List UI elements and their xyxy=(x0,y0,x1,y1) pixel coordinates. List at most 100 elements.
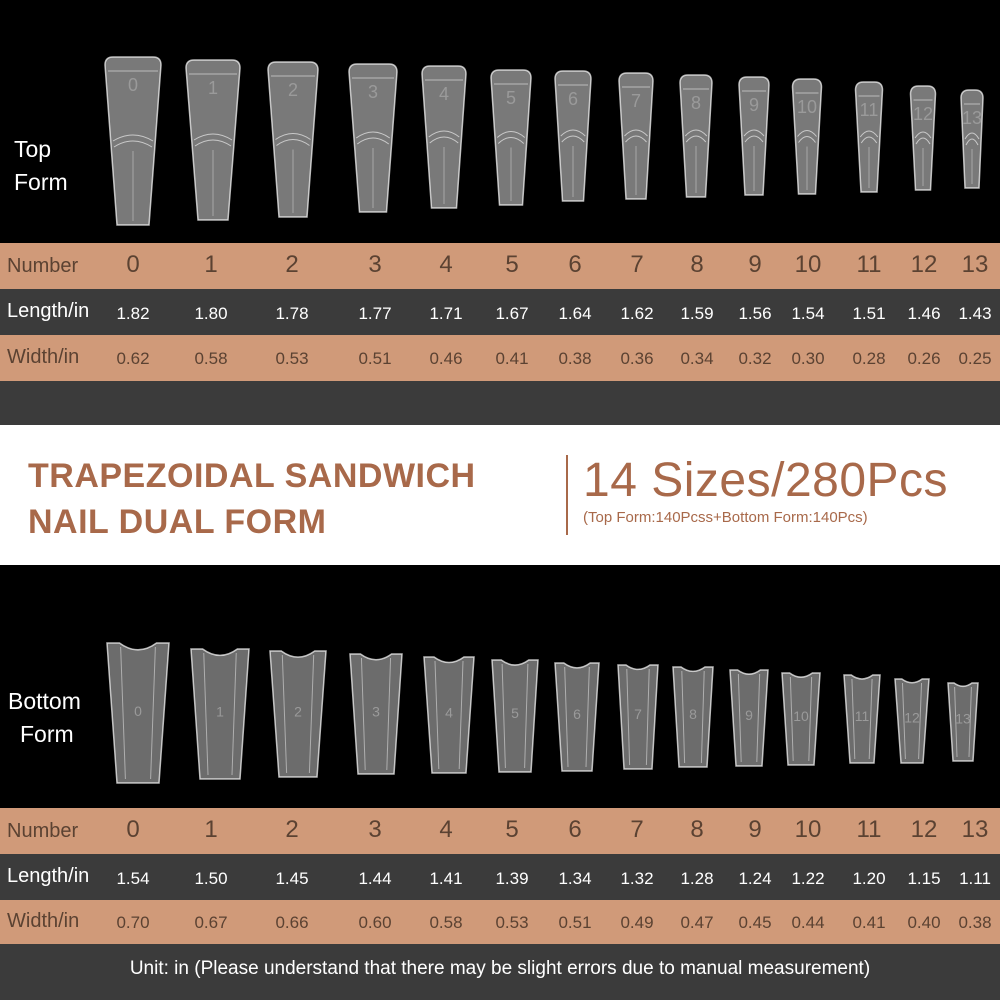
top-nail-tip-8: 8 xyxy=(679,74,713,198)
bottom-width-row: Width/in 0.70 0.67 0.66 0.60 0.58 0.53 0.51 0.4… xyxy=(0,900,1000,944)
top-number-row: Number 0 1 2 3 4 5 6 7 8 9 10 11 12 13 xyxy=(0,243,1000,289)
top-size-number-2: 2 xyxy=(285,251,299,278)
bottom-nail-tip-13: 13 xyxy=(947,682,979,762)
bottom-length-value-13: 1.11 xyxy=(959,869,991,888)
bottom-nail-tip-4: 4 xyxy=(423,656,475,774)
svg-text:8: 8 xyxy=(691,93,701,113)
top-form-nails-image: 0 1 2 3 4 5 6 7 8 9 10 11 12 13 xyxy=(104,56,984,226)
bottom-form-nails-image: 0 1 2 3 4 5 6 7 8 9 10 11 12 13 xyxy=(106,642,979,784)
bottom-form-label-line1: Bottom xyxy=(8,688,81,714)
svg-text:5: 5 xyxy=(506,88,516,108)
bottom-length-value-12: 1.15 xyxy=(907,869,941,888)
top-size-number-11: 11 xyxy=(856,251,882,278)
bottom-length-value-4: 1.41 xyxy=(429,869,463,888)
svg-text:6: 6 xyxy=(568,89,578,109)
top-nail-tip-7: 7 xyxy=(618,72,654,200)
bottom-nail-tip-9: 9 xyxy=(729,669,769,767)
svg-text:13: 13 xyxy=(962,108,982,128)
top-length-value-10: 1.54 xyxy=(791,304,825,323)
banner-title-line2: NAIL DUAL FORM xyxy=(28,503,327,541)
bottom-size-number-11: 11 xyxy=(856,816,882,843)
top-size-number-1: 1 xyxy=(204,251,218,278)
bottom-number-row: Number 0 1 2 3 4 5 6 7 8 9 10 11 12 13 xyxy=(0,808,1000,854)
bottom-number-label: Number xyxy=(7,820,79,842)
top-width-value-13: 0.25 xyxy=(958,349,992,368)
bottom-size-number-5: 5 xyxy=(505,816,519,843)
top-nail-tip-3: 3 xyxy=(348,63,398,213)
top-number-label: Number xyxy=(7,255,79,277)
svg-text:3: 3 xyxy=(372,703,380,719)
top-length-value-4: 1.71 xyxy=(429,304,463,323)
bottom-length-value-8: 1.28 xyxy=(680,869,714,888)
top-width-value-1: 0.58 xyxy=(194,349,228,368)
bottom-width-value-13: 0.38 xyxy=(958,913,992,932)
bottom-size-number-10: 10 xyxy=(794,816,822,843)
top-length-value-2: 1.78 xyxy=(275,304,309,323)
bottom-length-value-10: 1.22 xyxy=(791,869,825,888)
top-nail-tip-13: 13 xyxy=(960,89,984,189)
bottom-size-number-3: 3 xyxy=(368,816,382,843)
svg-text:4: 4 xyxy=(439,84,449,104)
bottom-width-value-7: 0.49 xyxy=(620,913,654,932)
bottom-width-value-10: 0.44 xyxy=(791,913,825,932)
bottom-form-label-line2: Form xyxy=(20,721,74,747)
svg-text:2: 2 xyxy=(294,704,302,720)
svg-text:1: 1 xyxy=(216,704,224,720)
top-form-label: Top Form xyxy=(14,133,68,199)
top-length-label: Length/in xyxy=(7,300,90,322)
top-size-number-13: 13 xyxy=(961,251,989,278)
bottom-nail-tip-0: 0 xyxy=(106,642,170,784)
top-size-number-10: 10 xyxy=(794,251,822,278)
bottom-width-value-0: 0.70 xyxy=(116,913,150,932)
top-size-number-4: 4 xyxy=(439,251,453,278)
svg-text:6: 6 xyxy=(573,706,581,722)
top-length-value-12: 1.46 xyxy=(907,304,941,323)
top-width-value-12: 0.26 xyxy=(907,349,941,368)
bottom-nail-tip-11: 11 xyxy=(843,674,881,764)
bottom-nail-tip-6: 6 xyxy=(554,662,600,772)
bottom-length-value-2: 1.45 xyxy=(275,869,309,888)
bottom-length-label: Length/in xyxy=(7,865,90,887)
bottom-size-number-9: 9 xyxy=(748,816,762,843)
banner-subtitle: (Top Form:140Pcss+Bottom Form:140Pcs) xyxy=(583,509,868,526)
bottom-length-value-0: 1.54 xyxy=(116,869,150,888)
top-nail-tip-10: 10 xyxy=(791,78,823,195)
svg-text:12: 12 xyxy=(904,710,920,726)
bottom-nail-tip-7: 7 xyxy=(617,664,659,770)
top-nail-tip-1: 1 xyxy=(185,59,241,221)
top-form-section: Top Form 0 1 2 3 4 5 6 7 8 9 10 11 12 13 xyxy=(0,0,1000,243)
bottom-width-value-12: 0.40 xyxy=(907,913,941,932)
bottom-length-value-6: 1.34 xyxy=(558,869,592,888)
bottom-size-number-7: 7 xyxy=(630,816,644,843)
bottom-size-number-1: 1 xyxy=(204,816,218,843)
bottom-length-value-9: 1.24 xyxy=(738,869,772,888)
svg-text:11: 11 xyxy=(860,100,879,120)
svg-text:9: 9 xyxy=(749,95,759,115)
top-spacer-bar xyxy=(0,381,1000,425)
top-nail-tip-5: 5 xyxy=(490,69,532,206)
bottom-size-number-0: 0 xyxy=(126,816,140,843)
top-width-value-10: 0.30 xyxy=(791,349,825,368)
bottom-form-label: Bottom Form xyxy=(8,685,81,751)
svg-text:12: 12 xyxy=(913,104,933,124)
bottom-size-number-8: 8 xyxy=(690,816,704,843)
svg-text:13: 13 xyxy=(955,711,971,727)
svg-text:11: 11 xyxy=(855,708,870,724)
bottom-width-value-4: 0.58 xyxy=(429,913,463,932)
bottom-width-value-2: 0.66 xyxy=(275,913,309,932)
svg-text:10: 10 xyxy=(797,97,817,117)
top-width-value-9: 0.32 xyxy=(738,349,772,368)
top-width-value-8: 0.34 xyxy=(680,349,714,368)
top-length-value-8: 1.59 xyxy=(680,304,714,323)
bottom-size-number-12: 12 xyxy=(910,816,938,843)
top-nail-tip-4: 4 xyxy=(421,65,467,209)
bottom-width-value-6: 0.51 xyxy=(558,913,592,932)
top-width-value-2: 0.53 xyxy=(275,349,309,368)
bottom-width-value-5: 0.53 xyxy=(495,913,529,932)
top-size-number-6: 6 xyxy=(568,251,582,278)
top-nail-tip-2: 2 xyxy=(267,61,319,218)
top-size-number-8: 8 xyxy=(690,251,704,278)
footer-note: Unit: in (Please understand that there m… xyxy=(129,958,871,979)
top-length-value-0: 1.82 xyxy=(116,304,150,323)
top-size-number-7: 7 xyxy=(630,251,644,278)
